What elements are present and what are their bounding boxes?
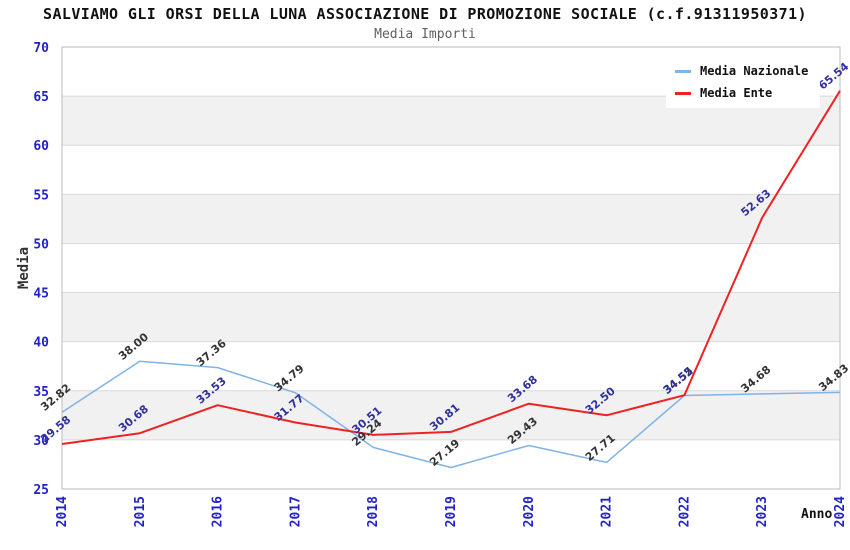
y-tick-label: 50: [33, 237, 49, 252]
x-tick-label: 2016: [211, 496, 226, 527]
legend-swatch-nazionale-icon: [675, 69, 691, 73]
legend-item-media-ente: Media Ente: [675, 86, 808, 100]
y-tick-label: 60: [33, 139, 49, 154]
y-axis-title: Media: [16, 247, 32, 289]
x-tick-label: 2023: [755, 496, 770, 527]
x-tick-label: 2017: [288, 496, 303, 527]
y-tick-label: 40: [33, 336, 49, 351]
plot-band: [62, 292, 840, 342]
x-tick-label: 2014: [55, 496, 70, 527]
data-label: 27.19: [427, 437, 462, 469]
y-tick-label: 25: [33, 483, 49, 498]
y-tick-label: 35: [33, 385, 49, 400]
legend-swatch-ente-icon: [675, 91, 691, 95]
y-tick-label: 30: [33, 434, 49, 449]
y-tick-label: 70: [33, 41, 49, 56]
data-label: 34.79: [272, 362, 307, 394]
y-tick-label: 55: [33, 188, 49, 203]
x-tick-label: 2022: [677, 496, 692, 527]
chart-subtitle: Media Importi: [374, 27, 476, 42]
x-tick-label: 2015: [133, 496, 148, 527]
x-tick-label: 2018: [366, 496, 381, 527]
y-tick-label: 45: [33, 287, 49, 302]
chart-title: SALVIAMO GLI ORSI DELLA LUNA ASSOCIAZION…: [43, 5, 807, 23]
data-label: 65.54: [816, 60, 850, 93]
legend-label-nazionale: Media Nazionale: [700, 64, 809, 78]
series-line-media-ente: [61, 90, 841, 445]
data-label: 34.83: [816, 362, 850, 394]
x-tick-label: 2024: [833, 496, 848, 527]
series-line-media-nazionale: [61, 360, 841, 469]
legend: Media Nazionale Media Ente: [666, 56, 821, 108]
x-tick-label: 2019: [444, 496, 459, 527]
x-axis-title: Anno: [801, 507, 832, 522]
x-tick-label: 2021: [600, 496, 615, 527]
legend-label-ente: Media Ente: [700, 86, 773, 100]
plot-border: [61, 46, 841, 490]
legend-item-media-nazionale: Media Nazionale: [675, 64, 808, 78]
y-tick-label: 65: [33, 90, 49, 105]
plot-band: [62, 194, 840, 244]
x-tick-label: 2020: [522, 496, 537, 527]
